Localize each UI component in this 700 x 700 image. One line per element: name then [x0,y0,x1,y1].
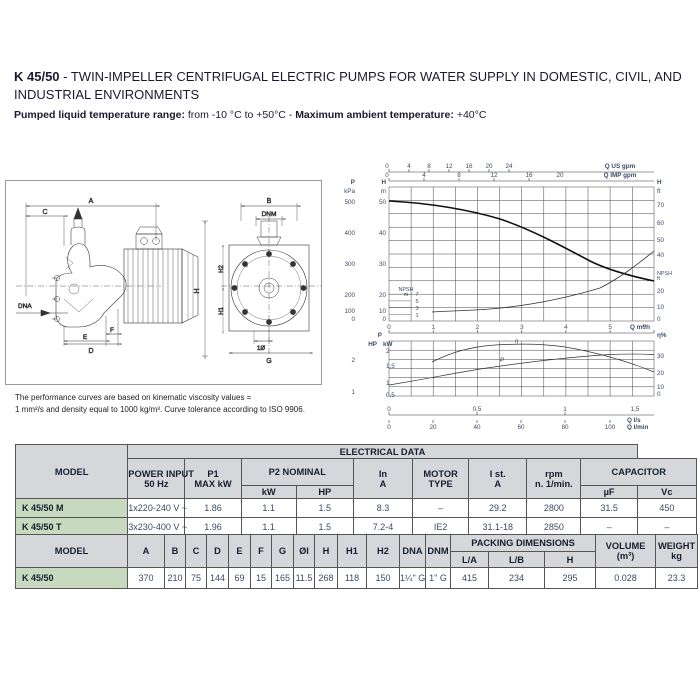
svg-text:200: 200 [344,292,355,299]
svg-text:5: 5 [608,324,612,331]
svg-text:0: 0 [385,172,389,179]
svg-text:Q US gpm: Q US gpm [605,163,636,170]
svg-text:1: 1 [415,313,418,319]
svg-text:16: 16 [465,163,473,170]
svg-text:1,5: 1,5 [631,406,640,413]
svg-text:50: 50 [657,237,665,244]
svg-text:D: D [88,348,93,355]
svg-text:5: 5 [415,299,418,305]
svg-text:ft: ft [657,188,661,195]
svg-text:Q m³/h: Q m³/h [630,324,650,331]
svg-text:1Ø: 1Ø [257,346,265,352]
svg-text:12: 12 [445,163,453,170]
svg-text:P: P [351,179,355,186]
svg-text:2: 2 [386,348,390,355]
svg-text:0: 0 [382,316,386,323]
svg-text:DNM: DNM [262,211,277,218]
svg-text:80: 80 [561,424,569,430]
svg-text:0: 0 [385,163,389,170]
svg-text:0: 0 [351,316,355,323]
svg-text:Q l/s: Q l/s [627,417,641,424]
svg-text:P: P [500,358,504,364]
svg-text:DNA: DNA [18,303,32,310]
svg-text:C: C [42,209,47,216]
svg-text:η%: η% [657,332,667,339]
svg-text:H1: H1 [219,307,225,315]
svg-text:24: 24 [505,163,513,170]
svg-text:F: F [110,327,114,334]
svg-text:100: 100 [605,424,616,430]
svg-text:30: 30 [657,353,665,360]
svg-text:m: m [404,292,409,298]
svg-text:Q l/min: Q l/min [627,424,648,430]
svg-text:m: m [381,188,386,195]
svg-text:40: 40 [379,230,387,237]
svg-text:60: 60 [517,424,525,430]
svg-text:1: 1 [563,406,567,413]
svg-text:20: 20 [379,292,387,299]
svg-text:HP: HP [368,341,377,348]
svg-text:0,5: 0,5 [473,406,482,413]
svg-text:10: 10 [379,308,387,315]
svg-text:A: A [89,198,94,205]
svg-text:0: 0 [387,424,391,430]
svg-text:8: 8 [457,172,461,179]
svg-text:20: 20 [485,163,493,170]
svg-text:16: 16 [525,172,533,179]
svg-text:0: 0 [387,406,391,413]
svg-text:1: 1 [431,324,435,331]
svg-text:H: H [194,288,201,293]
svg-text:8: 8 [427,163,431,170]
svg-text:20: 20 [556,172,564,179]
svg-text:H: H [381,179,386,186]
svg-text:1: 1 [351,389,355,396]
svg-text:B: B [267,198,272,205]
svg-text:4: 4 [564,324,568,331]
svg-text:4: 4 [407,163,411,170]
svg-text:300: 300 [344,261,355,268]
svg-text:20: 20 [429,424,437,430]
svg-text:1,5: 1,5 [386,363,395,370]
svg-text:2: 2 [476,324,480,331]
svg-text:50: 50 [379,199,387,206]
svg-text:3: 3 [415,306,418,312]
svg-text:0: 0 [387,324,391,331]
svg-text:100: 100 [344,308,355,315]
svg-text:0,5: 0,5 [386,392,395,399]
svg-text:30: 30 [379,261,387,268]
svg-text:10: 10 [657,304,665,311]
svg-text:Q IMP gpm: Q IMP gpm [604,172,637,179]
svg-text:E: E [83,334,88,341]
svg-text:P: P [378,332,382,339]
svg-text:G: G [266,358,271,365]
svg-text:12: 12 [490,172,498,179]
svg-text:0: 0 [657,316,661,323]
svg-text:H: H [657,179,662,186]
svg-text:60: 60 [657,220,665,227]
svg-text:kW: kW [383,341,393,348]
svg-text:10: 10 [657,384,665,391]
svg-text:H2: H2 [219,265,225,273]
svg-text:1: 1 [386,380,390,387]
svg-text:500: 500 [344,199,355,206]
svg-text:70: 70 [657,202,665,209]
svg-text:7: 7 [415,292,418,298]
svg-text:20: 20 [657,370,665,377]
svg-text:20: 20 [657,288,665,295]
svg-text:4: 4 [422,172,426,179]
svg-text:40: 40 [473,424,481,430]
svg-text:kPa: kPa [344,188,355,195]
svg-text:3: 3 [520,324,524,331]
svg-text:0: 0 [657,391,661,398]
svg-text:ft: ft [657,276,660,282]
svg-text:40: 40 [657,252,665,259]
svg-text:2: 2 [351,357,355,364]
svg-text:400: 400 [344,230,355,237]
